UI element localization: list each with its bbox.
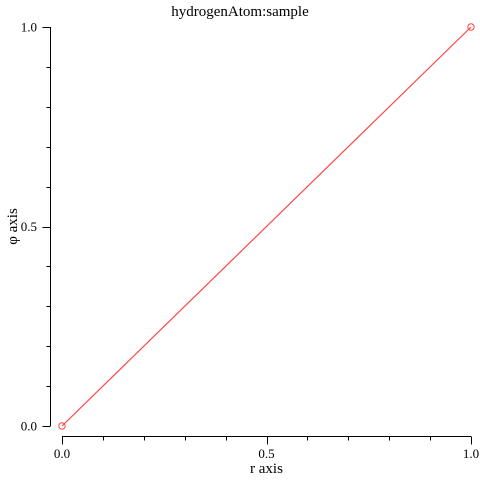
y-axis-title: φ axis bbox=[5, 208, 21, 245]
series-layer bbox=[58, 23, 475, 430]
y-tick-label: 1.0 bbox=[21, 20, 37, 35]
x-tick-label: 0.5 bbox=[258, 446, 274, 461]
y-axis-ticks: 0.0 0.5 1.0 bbox=[21, 20, 51, 434]
x-tick-label: 1.0 bbox=[463, 446, 479, 461]
x-tick-label: 0.0 bbox=[54, 446, 70, 461]
series-line bbox=[61, 26, 472, 427]
x-axis-ticks: 0.0 0.5 1.0 bbox=[54, 436, 479, 461]
data-point bbox=[58, 422, 66, 430]
chart-title: hydrogenAtom:sample bbox=[171, 4, 309, 20]
x-axis-title: r axis bbox=[250, 461, 283, 477]
y-tick-label: 0.0 bbox=[21, 419, 37, 434]
data-point bbox=[467, 23, 475, 31]
y-tick-label: 0.5 bbox=[21, 219, 37, 234]
